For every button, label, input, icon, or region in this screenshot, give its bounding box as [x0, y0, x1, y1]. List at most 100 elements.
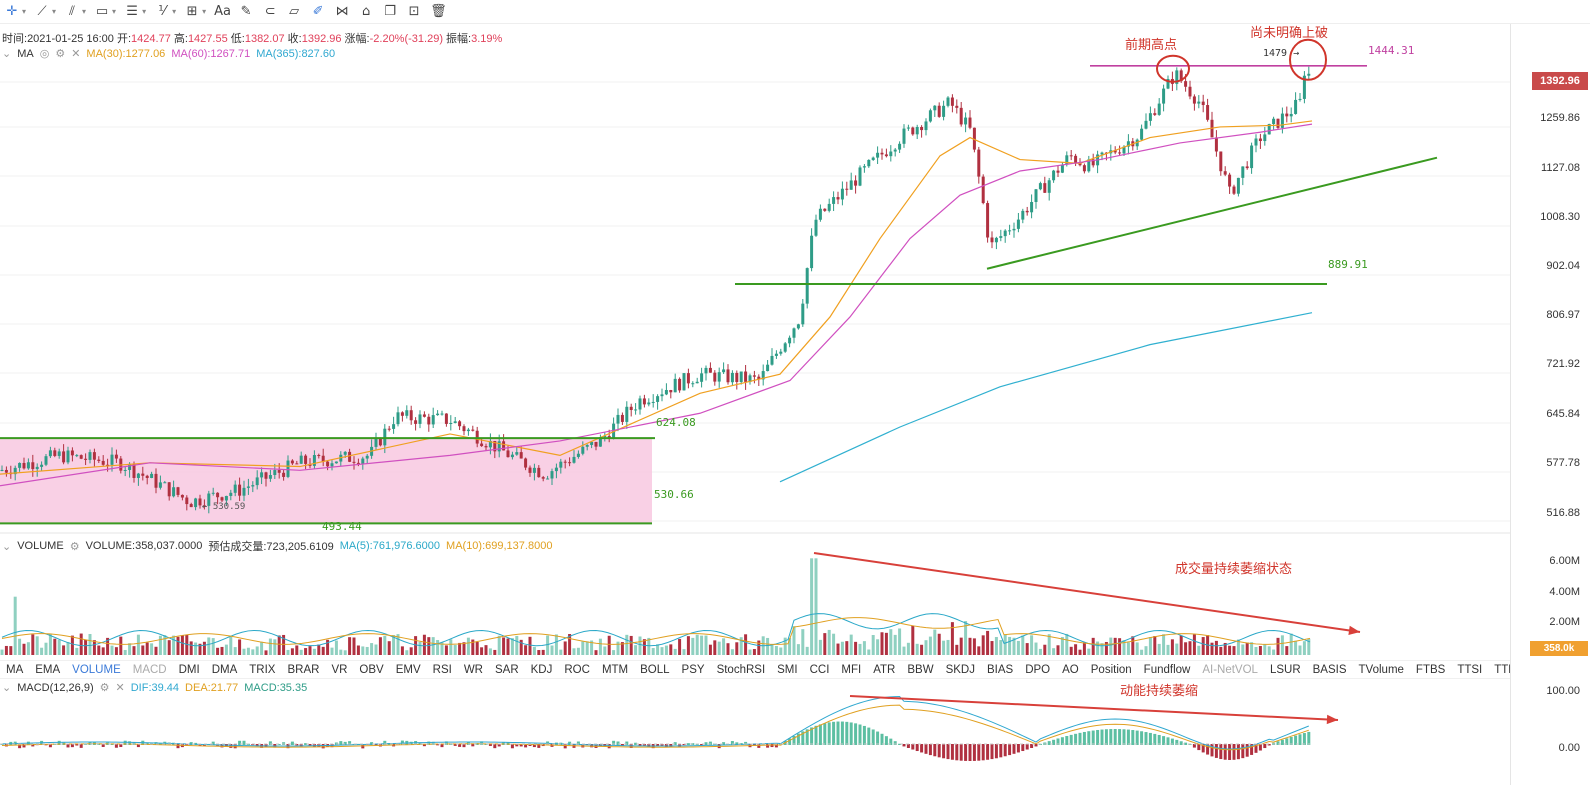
macd-histogram-bar [471, 744, 475, 747]
trash-tool-button[interactable]: 🗑 [426, 1, 450, 23]
volume-bar [246, 647, 250, 655]
settings-icon[interactable]: ⚙ [55, 48, 66, 60]
collapse-icon[interactable]: ⌄ [2, 682, 12, 694]
collapse-icon[interactable]: ⌄ [2, 540, 12, 553]
volume-bar [172, 635, 176, 655]
macd-histogram-bar [1276, 741, 1280, 745]
macd-histogram-bar [1258, 744, 1262, 751]
tab-bias[interactable]: BIAS [986, 663, 1014, 676]
copy-tool-button[interactable]: ❐ [378, 1, 402, 23]
tab-dma[interactable]: DMA [211, 663, 238, 676]
trend-line-tool-button[interactable]: ⟋ ▾ [30, 1, 60, 23]
visibility-tool-button[interactable]: ⊡ [402, 1, 426, 23]
volume-bar [612, 650, 616, 655]
rectangle-tool-button[interactable]: ▭ ▾ [90, 1, 120, 23]
tab-mtm[interactable]: MTM [601, 663, 629, 676]
macd-histogram-bar [1166, 737, 1170, 745]
tab-atr[interactable]: ATR [873, 663, 896, 676]
macd-histogram-bar [242, 740, 246, 745]
tab-macd[interactable]: MACD [132, 663, 167, 676]
volume-bar [1162, 634, 1166, 655]
measure-tool-tool-button[interactable]: ⊞ ▾ [180, 1, 210, 23]
candle-body [884, 154, 888, 157]
chain-tool-button[interactable]: ⋈ [330, 1, 354, 23]
ma60-line [0, 123, 1313, 487]
macd-histogram-bar [444, 741, 448, 745]
tab-obv[interactable]: OBV [359, 663, 384, 676]
tab-brar[interactable]: BRAR [287, 663, 320, 676]
fraction-tool-tool-button[interactable]: ⅟ ▾ [150, 1, 180, 23]
candle-body [858, 167, 862, 186]
lock-tool-button[interactable]: ⌂ [354, 1, 378, 23]
tab-sar[interactable]: SAR [494, 663, 519, 676]
tab-mfi[interactable]: MFI [841, 663, 862, 676]
tab-emv[interactable]: EMV [395, 663, 421, 676]
macd-histogram-bar [1236, 744, 1240, 760]
tab-tvolume[interactable]: TVolume [1358, 663, 1404, 676]
parallel-channel-tool-button[interactable]: ⫽ ▾ [60, 1, 90, 23]
candle-body [1223, 171, 1227, 175]
tab-ai-netvol[interactable]: AI-NetVOL [1202, 663, 1258, 676]
tab-fundflow[interactable]: Fundflow [1143, 663, 1191, 676]
tab-cci[interactable]: CCI [809, 663, 830, 676]
macd-value: MACD:35.35 [244, 681, 308, 694]
tab-skdj[interactable]: SKDJ [945, 663, 975, 676]
candle-body [224, 495, 228, 501]
fib-levels-tool-button[interactable]: ☰ ▾ [120, 1, 150, 23]
brush-tool-button[interactable]: ✎ [234, 1, 258, 23]
tab-ttsi[interactable]: TTSI [1457, 663, 1483, 676]
tab-kdj[interactable]: KDJ [530, 663, 553, 676]
tab-trix[interactable]: TRIX [249, 663, 276, 676]
tab-wr[interactable]: WR [463, 663, 483, 676]
close-icon[interactable]: ✕ [71, 48, 81, 60]
tab-bbw[interactable]: BBW [907, 663, 934, 676]
tab-basis[interactable]: BASIS [1312, 663, 1347, 676]
volume-bar [480, 647, 484, 655]
magnet-tool-button[interactable]: ⊂ [258, 1, 282, 23]
tab-volume[interactable]: VOLUME [72, 663, 121, 676]
macd-histogram-bar [744, 741, 748, 745]
volume-bar [255, 646, 259, 655]
tab-psy[interactable]: PSY [681, 663, 705, 676]
tab-vr[interactable]: VR [331, 663, 348, 676]
tab-ftbs[interactable]: FTBS [1415, 663, 1446, 676]
tab-ao[interactable]: AO [1062, 663, 1079, 676]
macd-histogram-bar [1118, 729, 1122, 745]
volume-bar [1188, 641, 1192, 655]
crosshair-tool-button[interactable]: ✛ ▾ [0, 1, 30, 23]
tab-dpo[interactable]: DPO [1025, 663, 1051, 676]
tab-rsi[interactable]: RSI [432, 663, 452, 676]
settings-icon[interactable]: ⚙ [99, 682, 110, 694]
tab-ema[interactable]: EMA [35, 663, 61, 676]
macd-histogram-bar [1179, 741, 1183, 745]
tab-dmi[interactable]: DMI [178, 663, 200, 676]
ruler-tool-button[interactable]: ▱ [282, 1, 306, 23]
macd-histogram-bar [612, 740, 616, 745]
close-icon[interactable]: ✕ [115, 682, 125, 694]
tab-ma[interactable]: MA [6, 663, 24, 676]
tab-lsur[interactable]: LSUR [1269, 663, 1301, 676]
open-value: 1424.77 [131, 33, 171, 45]
volume-bar [832, 633, 836, 655]
collapse-icon[interactable]: ⌄ [2, 48, 12, 60]
current-price-tag: 1392.96 [1532, 72, 1588, 90]
tab-smi[interactable]: SMI [777, 663, 798, 676]
candle-body [590, 441, 594, 445]
candle-body [84, 458, 88, 460]
eye-icon[interactable]: ◎ [39, 48, 50, 60]
settings-icon[interactable]: ⚙ [69, 540, 80, 553]
volume-bar [132, 646, 136, 655]
tab-position[interactable]: Position [1090, 663, 1132, 676]
price-axis[interactable]: 1259.86 1127.08 1008.30 902.04 806.97 721.92 6… [1510, 24, 1590, 785]
chart-canvas[interactable] [0, 0, 1510, 785]
tab-roc[interactable]: ROC [564, 663, 590, 676]
tab-stochrsi[interactable]: StochRSI [716, 663, 766, 676]
volume-ma10: MA(10):699,137.8000 [446, 540, 553, 552]
candle-body [761, 371, 765, 380]
draw-mode-tool-button[interactable]: ✐ [306, 1, 330, 23]
tab-boll[interactable]: BOLL [640, 663, 670, 676]
volume-bar [1254, 647, 1258, 655]
candle-body [634, 409, 638, 411]
text-tool-tool-button[interactable]: Aa [210, 1, 234, 23]
volume-bar [722, 638, 726, 655]
